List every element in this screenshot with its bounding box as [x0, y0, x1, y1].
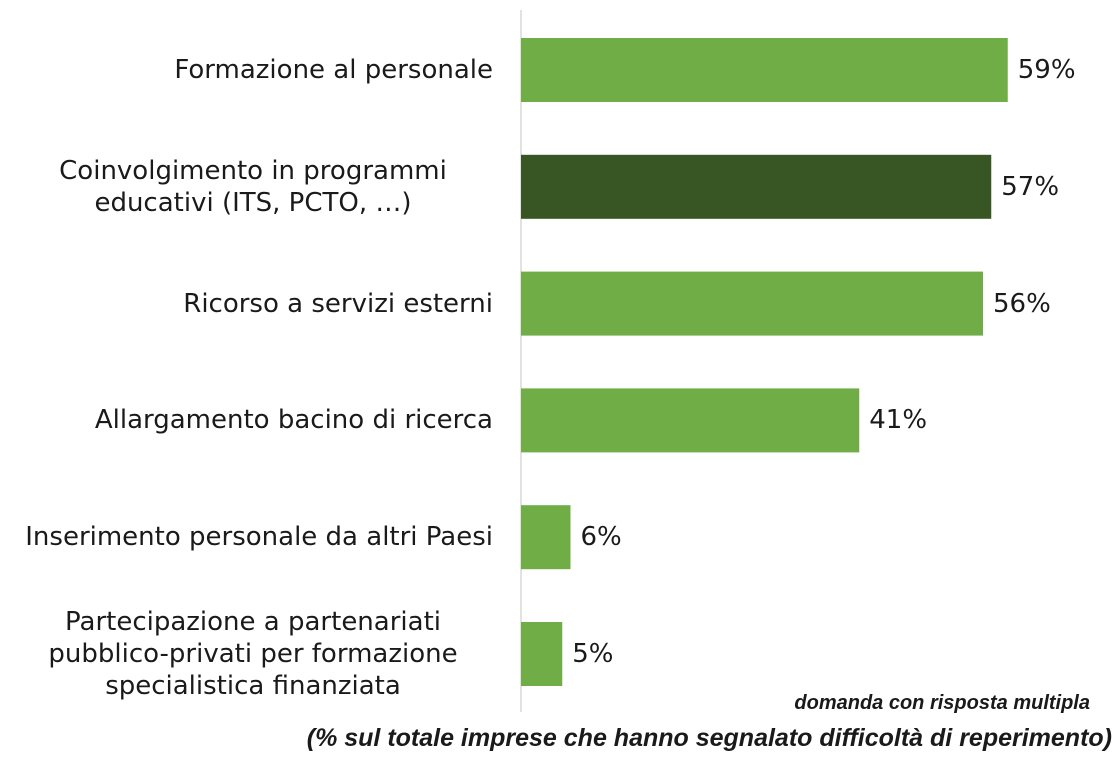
category-label: Ricorso a servizi esterni — [183, 288, 493, 319]
bar — [521, 154, 992, 219]
bar — [521, 388, 860, 453]
bar — [521, 271, 983, 336]
annotation: (% sul totale imprese che hanno segnalat… — [306, 724, 1112, 752]
value-label: 56% — [993, 288, 1051, 319]
category-label: Coinvolgimento in programmi educativi (I… — [59, 155, 447, 218]
category-label: Formazione al personale — [174, 55, 493, 85]
value-label: 5% — [572, 639, 614, 669]
value-label: 59% — [1017, 55, 1076, 85]
category-label: Partecipazione a partenariati pubblico-p… — [48, 607, 458, 701]
bar — [521, 38, 1008, 102]
category-label: Inserimento personale da altri Paesi — [25, 522, 493, 553]
value-label: 41% — [869, 405, 928, 436]
value-label: 6% — [580, 522, 622, 553]
bar — [521, 622, 563, 686]
bar — [521, 505, 571, 570]
annotation: domanda con risposta multipla — [794, 692, 1090, 714]
category-label: Allargamento bacino di ricerca — [94, 405, 493, 436]
value-label: 57% — [1001, 171, 1060, 202]
